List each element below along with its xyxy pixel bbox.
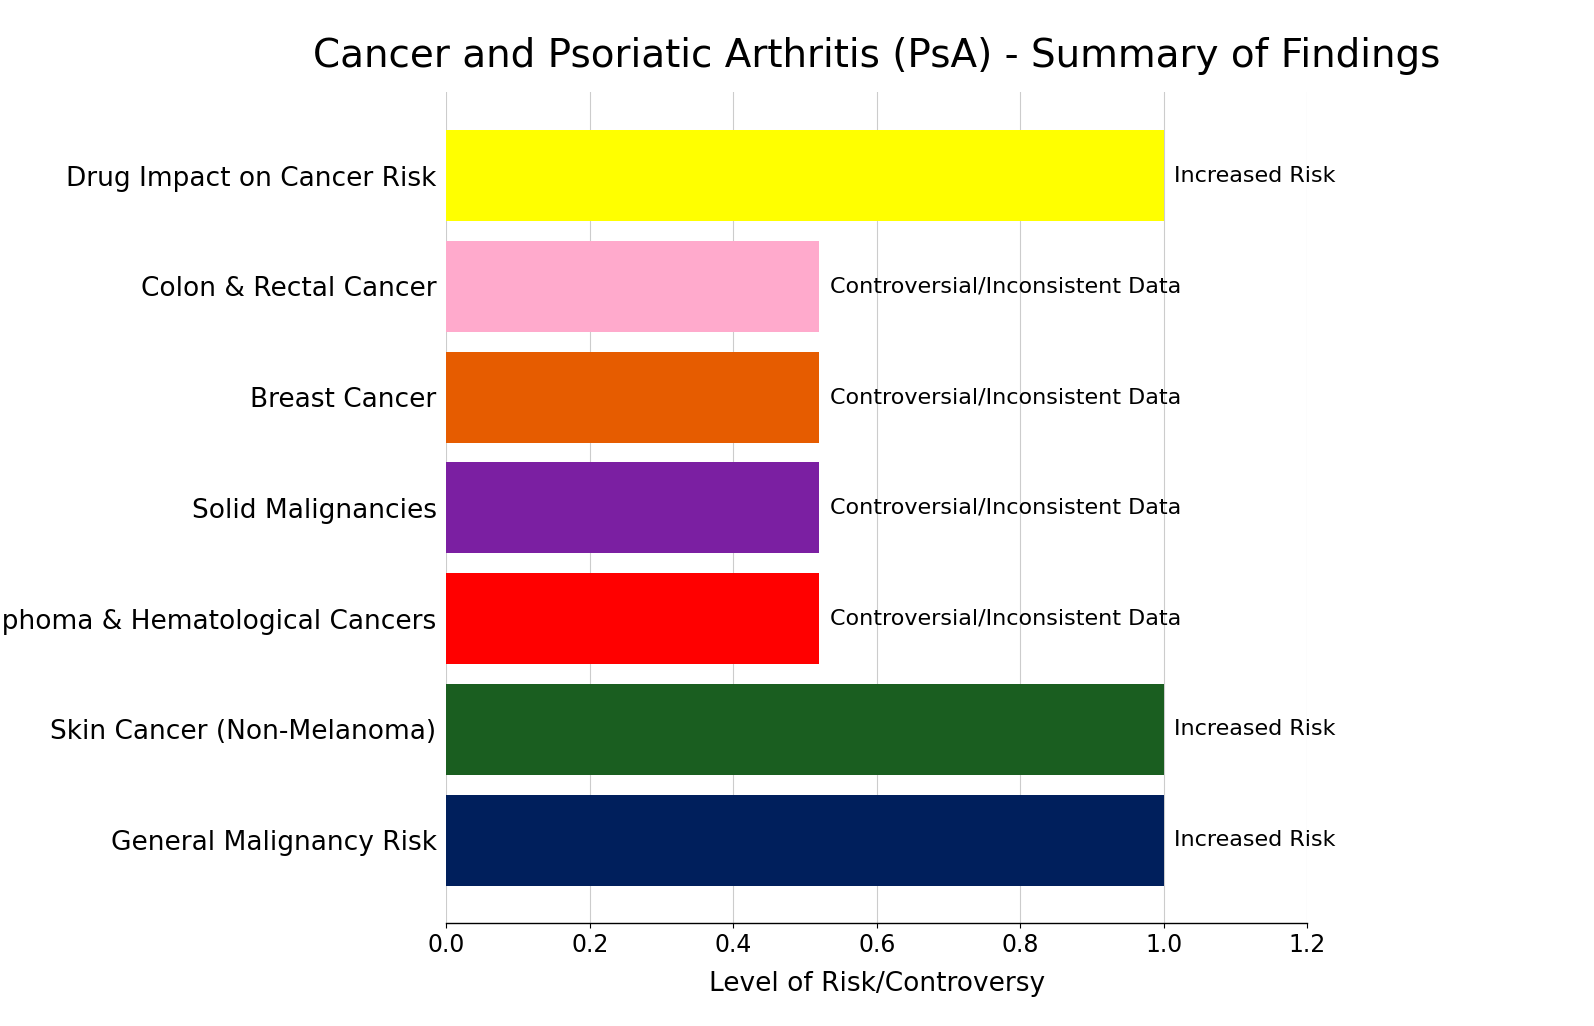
Bar xyxy=(446,130,1164,221)
Text: Increased Risk: Increased Risk xyxy=(1175,830,1336,851)
Bar xyxy=(446,352,819,442)
Title: Cancer and Psoriatic Arthritis (PsA) - Summary of Findings: Cancer and Psoriatic Arthritis (PsA) - S… xyxy=(312,37,1441,75)
X-axis label: Level of Risk/Controversy: Level of Risk/Controversy xyxy=(709,971,1044,997)
Text: Controversial/Inconsistent Data: Controversial/Inconsistent Data xyxy=(830,387,1181,407)
Text: Controversial/Inconsistent Data: Controversial/Inconsistent Data xyxy=(830,608,1181,629)
Text: Controversial/Inconsistent Data: Controversial/Inconsistent Data xyxy=(830,498,1181,518)
Bar xyxy=(446,463,819,553)
Bar xyxy=(446,241,819,331)
Bar xyxy=(446,684,1164,775)
Text: Increased Risk: Increased Risk xyxy=(1175,165,1336,186)
Bar xyxy=(446,795,1164,885)
Text: Increased Risk: Increased Risk xyxy=(1175,719,1336,740)
Bar xyxy=(446,574,819,664)
Text: Controversial/Inconsistent Data: Controversial/Inconsistent Data xyxy=(830,276,1181,297)
